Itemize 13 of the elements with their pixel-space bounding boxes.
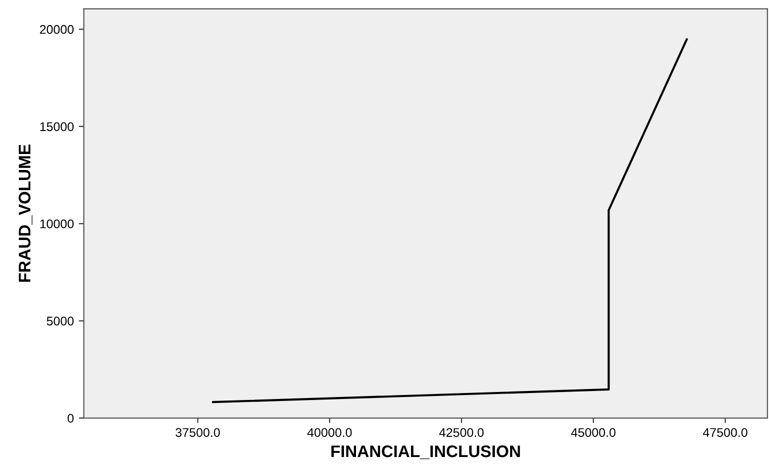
y-tick-label: 5000 <box>46 316 74 326</box>
y-tick-label: 10000 <box>40 219 74 228</box>
y-tick-label: 15000 <box>40 122 74 132</box>
y-tick-label: 20000 <box>40 25 74 34</box>
y-tick-label: 0 <box>68 414 74 423</box>
x-tick-label: 37500.0 <box>176 428 220 437</box>
x-axis-title: FINANCIAL_INCLUSION <box>331 445 520 460</box>
x-tick-label: 40000.0 <box>307 428 352 437</box>
x-tick-label: 42500.0 <box>439 428 484 437</box>
x-tick-label: 47500.0 <box>702 428 748 437</box>
line-series <box>212 38 688 404</box>
y-axis-title: FRAUD_VOLUME <box>18 144 32 282</box>
x-tick-label: 45000.0 <box>571 428 616 437</box>
